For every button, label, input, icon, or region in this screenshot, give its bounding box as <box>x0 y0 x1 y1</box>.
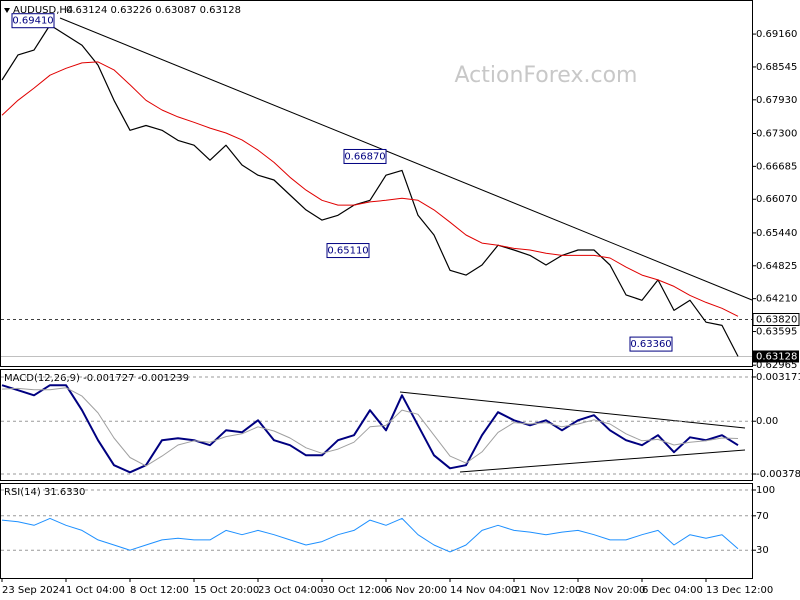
watermark: ActionForex.com <box>455 63 638 88</box>
y-tick-label: 0.67930 <box>756 95 797 106</box>
y-tick-label: 0.003171 <box>756 372 800 383</box>
y-tick-label: 30 <box>756 545 769 556</box>
y-tick-label: 0.64825 <box>756 261 797 272</box>
annotation-box <box>343 148 387 164</box>
level-label-box <box>752 312 800 326</box>
y-tick-label: 0.64210 <box>756 294 797 305</box>
chart-subtitle: 0.63124 0.63226 0.63087 0.63128 <box>66 5 241 16</box>
x-tick-label: 21 Nov 12:00 <box>514 585 581 596</box>
annotation-box <box>629 336 673 352</box>
x-tick-label: 13 Dec 12:00 <box>706 585 773 596</box>
annotation-label: 0.69410 <box>12 16 53 27</box>
y-tick-label: 0.65440 <box>756 228 797 239</box>
series-line <box>1 384 739 474</box>
annotation-box <box>11 13 55 29</box>
last-price-label: 0.63128 <box>756 351 797 362</box>
trendline <box>459 449 746 473</box>
trendline <box>59 17 753 301</box>
main-pane-frame <box>0 0 753 367</box>
annotation-label: 0.63360 <box>630 339 671 350</box>
annotation-box <box>326 243 370 259</box>
series-line <box>1 61 739 317</box>
y-tick-label: -0.00378 <box>756 469 800 480</box>
series-line <box>1 387 739 467</box>
series-line <box>1 517 739 553</box>
y-tick-label: 0.66070 <box>756 194 797 205</box>
trendline <box>399 391 746 429</box>
x-tick-label: 23 Sep 2024 <box>2 585 65 596</box>
rsi-title: RSI(14) 31.6330 <box>4 487 85 498</box>
y-tick-label: 0.00 <box>756 416 778 427</box>
chart-title: AUDUSD,H4 <box>13 5 73 16</box>
x-tick-label: 14 Nov 04:00 <box>450 585 517 596</box>
y-tick-label: 0.69160 <box>756 29 797 40</box>
x-tick-label: 15 Oct 20:00 <box>194 585 259 596</box>
macd-title: MACD(12,26,9) -0.001727 -0.001239 <box>4 373 189 384</box>
last-price-box <box>753 350 799 363</box>
x-tick-label: 30 Oct 12:00 <box>322 585 387 596</box>
y-tick-label: 0.68545 <box>756 62 797 73</box>
level-label: 0.63820 <box>756 314 797 325</box>
y-tick-label: 0.62965 <box>756 360 797 371</box>
x-tick-label: 28 Nov 20:00 <box>578 585 645 596</box>
y-tick-label: 100 <box>756 485 775 496</box>
annotation-label: 0.66870 <box>344 151 385 162</box>
annotation-label: 0.65110 <box>327 246 368 257</box>
y-tick-label: 0.66685 <box>756 161 797 172</box>
menu-arrow <box>4 8 10 13</box>
x-tick-label: 6 Nov 20:00 <box>386 585 447 596</box>
macd-pane-frame <box>0 369 753 481</box>
y-tick-label: 0.67300 <box>756 128 797 139</box>
x-tick-label: 8 Oct 12:00 <box>130 585 189 596</box>
rsi-pane-frame <box>0 483 753 579</box>
x-tick-label: 6 Dec 04:00 <box>642 585 703 596</box>
x-tick-label: 1 Oct 04:00 <box>66 585 125 596</box>
x-tick-label: 23 Oct 04:00 <box>258 585 323 596</box>
y-tick-label: 0.63595 <box>756 327 797 338</box>
y-tick-label: 70 <box>756 511 769 522</box>
series-line <box>1 24 739 357</box>
